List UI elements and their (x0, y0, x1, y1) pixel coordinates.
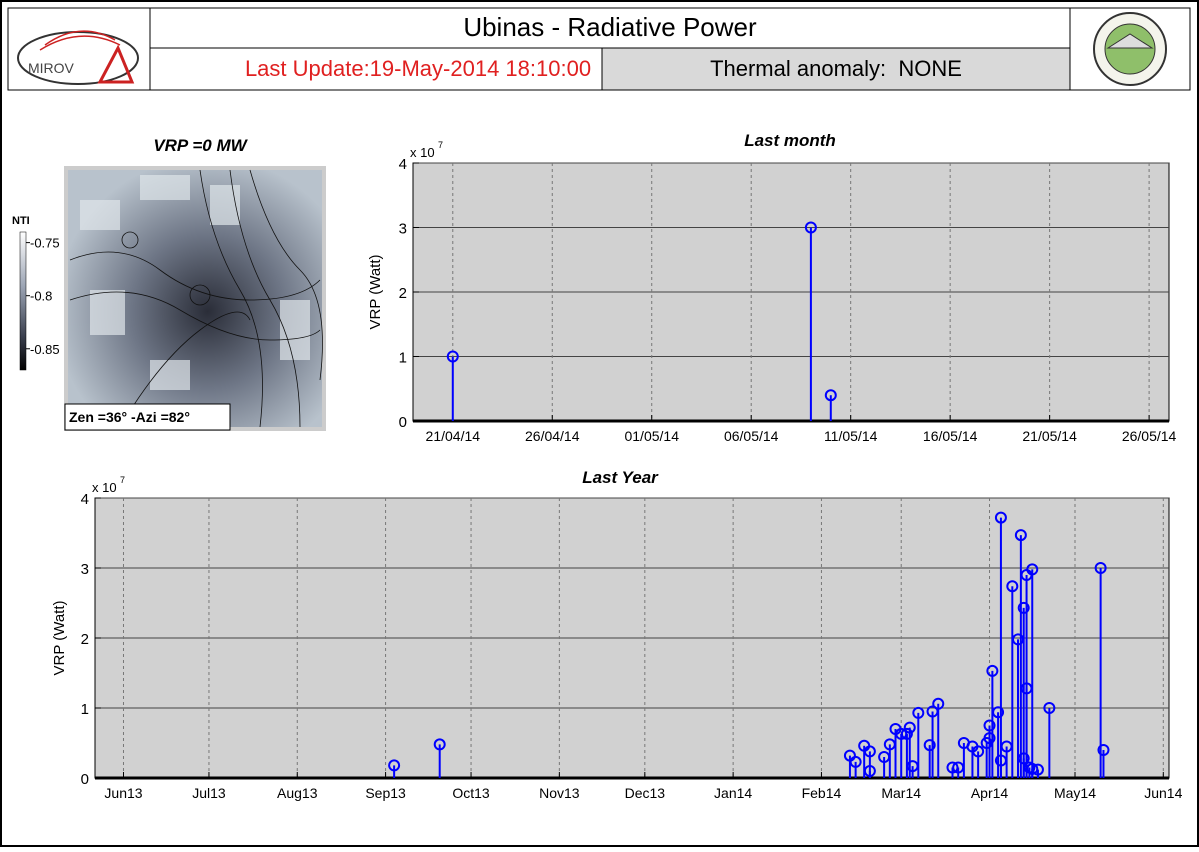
x-tick-label: Dec13 (625, 785, 666, 801)
chart-title: Last Year (582, 468, 659, 487)
y-axis-label: VRP (Watt) (51, 600, 68, 675)
x-tick-label: 01/05/14 (624, 428, 679, 444)
chart-title: Last month (744, 131, 836, 150)
logo-ring (18, 32, 138, 84)
x-tick-label: Jun14 (1144, 785, 1182, 801)
thermal-anomaly: Thermal anomaly: NONE (710, 56, 962, 81)
y-multiplier-exponent: 7 (120, 475, 125, 485)
y-tick-label: 1 (399, 350, 407, 367)
x-tick-label: Nov13 (539, 785, 580, 801)
x-tick-label: Jan14 (714, 785, 752, 801)
y-tick-label: 1 (81, 701, 89, 718)
y-tick-label: 2 (81, 631, 89, 648)
x-tick-label: 06/05/14 (724, 428, 779, 444)
colorbar (20, 232, 26, 370)
x-tick-label: 26/05/14 (1122, 428, 1177, 444)
x-tick-label: 21/05/14 (1022, 428, 1077, 444)
x-tick-label: May14 (1054, 785, 1096, 801)
y-multiplier: x 10 (410, 145, 435, 160)
header: MIROV Ubinas - Radiative Power Last Upda… (8, 8, 1190, 90)
colorbar-tick-label: -0.8 (30, 289, 52, 304)
y-tick-label: 4 (399, 156, 407, 173)
x-tick-label: 16/05/14 (923, 428, 978, 444)
y-axis-label: VRP (Watt) (367, 254, 384, 329)
y-tick-label: 4 (81, 491, 89, 508)
x-tick-label: Apr14 (971, 785, 1009, 801)
caption: Zen =36° -Azi =82° (69, 409, 190, 425)
y-tick-label: 0 (399, 414, 407, 431)
x-tick-label: 21/04/14 (426, 428, 481, 444)
x-tick-label: Jun13 (104, 785, 142, 801)
page: MIROV Ubinas - Radiative Power Last Upda… (0, 0, 1199, 847)
colorbar-tick-label: -0.75 (30, 236, 60, 251)
y-tick-label: 0 (81, 771, 89, 788)
seal-inner (1105, 24, 1155, 74)
y-multiplier-exponent: 7 (438, 140, 443, 150)
y-multiplier: x 10 (92, 480, 117, 495)
x-tick-label: 26/04/14 (525, 428, 580, 444)
x-tick-label: Sep13 (365, 785, 406, 801)
page-title: Ubinas - Radiative Power (463, 12, 757, 42)
y-tick-label: 3 (81, 561, 89, 578)
x-tick-label: Oct13 (452, 785, 490, 801)
x-tick-label: Feb14 (802, 785, 842, 801)
x-tick-label: 11/05/14 (824, 428, 878, 444)
colorbar-tick-label: -0.85 (30, 342, 60, 357)
y-tick-label: 2 (399, 285, 407, 302)
last-update: Last Update:19-May-2014 18:10:00 (245, 56, 591, 81)
logo-text: MIROV (28, 60, 75, 76)
y-tick-label: 3 (399, 221, 407, 238)
x-tick-label: Aug13 (277, 785, 318, 801)
x-tick-label: Mar14 (881, 785, 921, 801)
image-title: VRP =0 MW (153, 136, 248, 155)
colorbar-label: NTI (12, 215, 30, 227)
x-tick-label: Jul13 (192, 785, 226, 801)
